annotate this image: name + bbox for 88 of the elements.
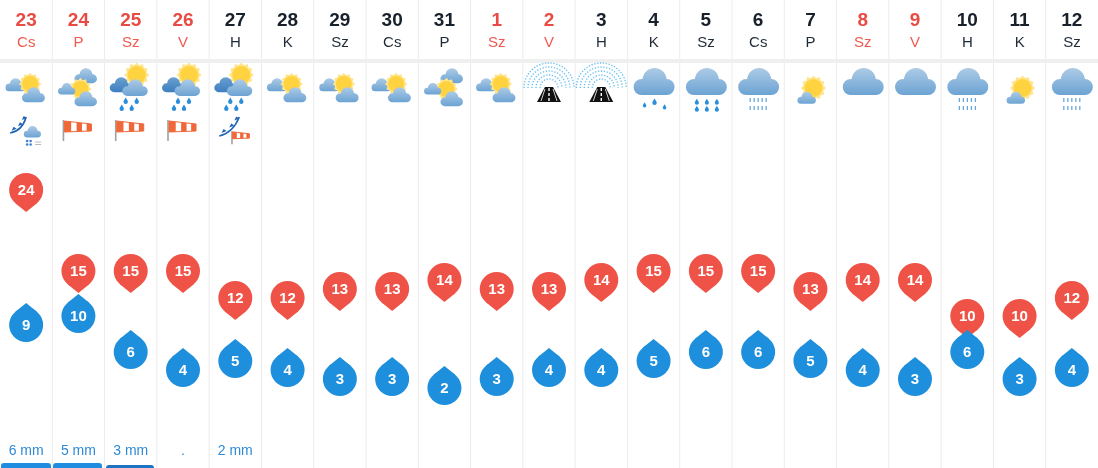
data-label: 6 [963,343,972,361]
text: 5 mm [60,442,96,458]
data-label: 5 [806,352,815,370]
data-label: 4 [283,361,293,379]
point [845,353,880,387]
point [741,335,776,369]
x-tick-label: 29 Sz [327,9,351,50]
data-label: 15 [70,262,87,280]
data-label: 15 [645,262,662,280]
data-label: 12 [226,289,244,307]
x-tick-label: 4 K [644,9,660,50]
point [898,362,932,396]
data-label: 13 [488,280,506,298]
data-label: 14 [854,271,872,289]
data-label: 3 [1015,370,1024,388]
point [950,335,985,369]
point [113,335,148,369]
point [1054,353,1089,387]
data-label: 14 [906,271,924,289]
data-label: 13 [331,280,349,298]
text: 6 mm [8,442,44,458]
x-tick-label: 26 V [172,9,194,50]
x-tick-label: 30 Cs [378,9,403,50]
point [322,362,357,396]
point [793,344,828,378]
x-tick-label: 23 Cs [12,9,37,50]
data-label: 13 [540,280,558,298]
data-label: 13 [383,280,401,298]
x-tick-label: 5 Sz [693,9,715,50]
data-label: 3 [910,370,920,388]
data-label: 4 [544,361,554,379]
x-tick-label: 11 K [1009,9,1031,50]
x-tick-label: 3 H [591,9,607,50]
point [479,362,514,396]
data-label: 12 [279,289,296,307]
data-label: 4 [178,361,188,379]
data-label: 5 [231,352,240,370]
data-label: 5 [649,352,658,370]
point [688,335,723,369]
data-label: 10 [70,307,87,325]
text: . [181,442,185,458]
data-label: 2 [440,379,449,397]
data-label: 3 [492,370,501,388]
data-label: 15 [749,262,767,280]
data-label: 3 [387,370,397,388]
x-tick-label: 6 Cs [744,9,768,50]
x-tick-label: 28 K [277,9,299,50]
data-label: 9 [21,316,31,334]
text: 2 mm [217,442,253,458]
x-tick-label: 7 P [801,9,816,50]
data-label: 15 [697,262,715,280]
data-label: 12 [1063,289,1081,307]
x-tick-label: 9 V [905,9,921,50]
data-label: 10 [958,307,976,325]
point [9,308,44,342]
point [427,371,462,405]
point [375,362,410,396]
point [166,353,200,387]
point [218,344,253,378]
x-tick-label: 2 V [539,9,555,50]
data-label: 4 [858,361,868,379]
x-tick-label: 8 Sz [849,9,872,50]
data-label: 4 [1067,361,1077,379]
point [1002,362,1037,396]
x-tick-label: 24 P [67,9,90,50]
data-label: 10 [1011,307,1028,325]
data-label: 6 [701,343,711,361]
point [584,353,619,387]
x-tick-label: 25 Sz [117,9,142,50]
data-label: 24 [17,181,36,199]
data-label: 4 [597,361,607,379]
x-tick-label: 27 H [224,9,246,50]
point [532,353,566,387]
data-label: 3 [335,370,345,388]
data-label: 14 [592,271,611,289]
point [270,353,305,387]
point [636,344,671,378]
data-label: 15 [174,262,192,280]
x-tick-label: 31 P [433,9,456,50]
x-tick-label: 1 Sz [483,9,506,50]
x-tick-label: 12 Sz [1059,9,1083,50]
data-label: 6 [126,343,135,361]
data-label: 13 [802,280,819,298]
data-label: 14 [436,271,454,289]
text: 3 mm [113,442,149,458]
x-tick-label: 10 H [956,9,978,50]
data-label: 6 [753,343,763,361]
data-label: 15 [122,262,140,280]
